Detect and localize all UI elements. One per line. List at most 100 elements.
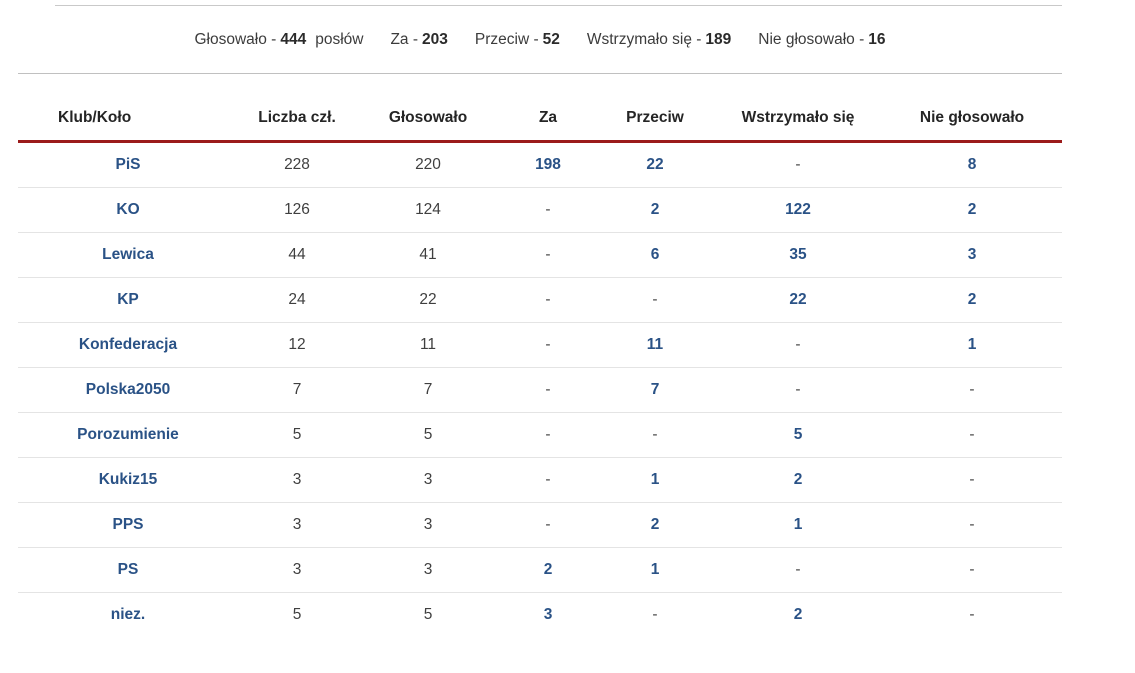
against-count: 6 xyxy=(596,232,714,278)
club-link[interactable]: KO xyxy=(18,187,238,233)
for-count: 198 xyxy=(500,141,596,188)
header-nie-glosowalo: Nie głosowało xyxy=(882,96,1062,143)
top-divider xyxy=(55,5,1062,6)
header-liczba-czl: Liczba czł. xyxy=(238,96,356,143)
table-row: PPS 3 3-2 1- xyxy=(18,502,1062,548)
voted-count: 3 xyxy=(356,547,500,593)
club-link[interactable]: Kukiz15 xyxy=(18,457,238,503)
club-link[interactable]: Porozumienie xyxy=(18,412,238,458)
for-count: - xyxy=(500,457,596,503)
summary-item: Za -203 xyxy=(390,31,447,49)
table-row: Porozumienie 5 5- -5- xyxy=(18,412,1062,458)
for-count: 3 xyxy=(543,606,553,623)
club-link[interactable]: Polska2050 xyxy=(18,367,238,413)
club-link[interactable]: PS xyxy=(18,547,238,593)
table-row: KO 126 124-2 122 2 xyxy=(18,187,1062,233)
abstained-count: 5 xyxy=(714,412,882,458)
members-count: 24 xyxy=(238,277,356,323)
against-count: 1 xyxy=(596,547,714,593)
voted-count: 22 xyxy=(356,277,500,323)
members-count: 12 xyxy=(238,322,356,368)
members-count: 3 xyxy=(238,502,356,548)
not-voting-count: - xyxy=(969,606,975,623)
table-row: KP 24 22- -22 2 xyxy=(18,277,1062,323)
summary-label: Przeciw - xyxy=(474,30,539,48)
voted-count: 124 xyxy=(356,187,500,233)
against-count: - xyxy=(652,606,658,623)
not-voting-count: - xyxy=(882,367,1062,413)
voted-count: 41 xyxy=(356,232,500,278)
for-count: - xyxy=(500,277,596,323)
summary-label: Nie głosowało - xyxy=(758,30,865,48)
summary-value: 52 xyxy=(542,30,560,48)
members-count: 5 xyxy=(238,412,356,458)
for-count: - xyxy=(500,322,596,368)
abstained-count: 122 xyxy=(714,187,882,233)
header-wstrzymalo-sie: Wstrzymało się xyxy=(714,96,882,143)
summary-value: 444 xyxy=(280,30,307,48)
abstained-count: - xyxy=(714,547,882,593)
members-count: 5 xyxy=(292,606,302,623)
against-count: 22 xyxy=(596,141,714,188)
table-row: niez. 5 5 3 - 2 - xyxy=(18,593,1062,638)
club-votes-table: Klub/Koło Liczba czł. Głosowało Za Przec… xyxy=(18,96,1062,637)
not-voting-count: 2 xyxy=(882,187,1062,233)
club-link[interactable]: KP xyxy=(18,277,238,323)
club-link[interactable]: Konfederacja xyxy=(18,322,238,368)
table-row: Kukiz15 3 3-1 2- xyxy=(18,457,1062,503)
not-voting-count: 1 xyxy=(882,322,1062,368)
summary-item: Nie głosowało -16 xyxy=(758,31,885,49)
for-count: 2 xyxy=(500,547,596,593)
not-voting-count: 8 xyxy=(882,141,1062,188)
header-glosowalo: Głosowało xyxy=(356,96,500,143)
for-count: - xyxy=(500,187,596,233)
abstained-count: - xyxy=(714,322,882,368)
summary-item: Wstrzymało się -189 xyxy=(587,31,731,49)
against-count: 2 xyxy=(596,502,714,548)
summary-item: Głosowało -444 posłów xyxy=(194,31,363,49)
abstained-count: 1 xyxy=(714,502,882,548)
abstained-count: 22 xyxy=(714,277,882,323)
abstained-count: 2 xyxy=(793,606,803,623)
against-count: - xyxy=(596,412,714,458)
club-link[interactable]: PPS xyxy=(18,502,238,548)
members-count: 3 xyxy=(238,457,356,503)
table-row: PiS 228 220 198 22-8 xyxy=(18,141,1062,188)
not-voting-count: - xyxy=(882,547,1062,593)
table-row: Polska2050 7 7-7- - xyxy=(18,367,1062,413)
voted-count: 7 xyxy=(356,367,500,413)
abstained-count: - xyxy=(714,141,882,188)
club-link[interactable]: niez. xyxy=(110,606,146,623)
summary-value: 189 xyxy=(705,30,732,48)
club-link[interactable]: Lewica xyxy=(18,232,238,278)
header-za: Za xyxy=(500,96,596,143)
for-count: - xyxy=(500,412,596,458)
table-row: Konfederacja 12 11-11-1 xyxy=(18,322,1062,368)
members-count: 126 xyxy=(238,187,356,233)
summary-suffix: posłów xyxy=(315,30,364,48)
against-count: 1 xyxy=(596,457,714,503)
summary-value: 203 xyxy=(422,30,448,48)
summary-label: Wstrzymało się - xyxy=(586,30,702,48)
members-count: 228 xyxy=(238,141,356,188)
abstained-count: - xyxy=(714,367,882,413)
against-count: 2 xyxy=(596,187,714,233)
for-count: - xyxy=(500,367,596,413)
not-voting-count: - xyxy=(882,457,1062,503)
not-voting-count: - xyxy=(882,502,1062,548)
table-body: PiS 228 220 198 22-8 KO 126 124-2 122 2 Lewica 44 41… xyxy=(18,141,1062,638)
voted-count: 5 xyxy=(423,606,433,623)
club-link[interactable]: PiS xyxy=(18,141,238,188)
vote-summary-bar: Głosowało -444 posłów Za -203 Przeciw -52 Ws… xyxy=(18,6,1062,74)
table-header-row: Klub/Koło Liczba czł. Głosowało Za Przec… xyxy=(18,96,1062,143)
abstained-count: 2 xyxy=(714,457,882,503)
table-row: PS 3 3 2 1- - xyxy=(18,547,1062,593)
against-count: 7 xyxy=(596,367,714,413)
voted-count: 5 xyxy=(356,412,500,458)
against-count: - xyxy=(596,277,714,323)
summary-value: 16 xyxy=(868,30,886,48)
for-count: - xyxy=(500,502,596,548)
against-count: 11 xyxy=(596,322,714,368)
voted-count: 3 xyxy=(356,502,500,548)
